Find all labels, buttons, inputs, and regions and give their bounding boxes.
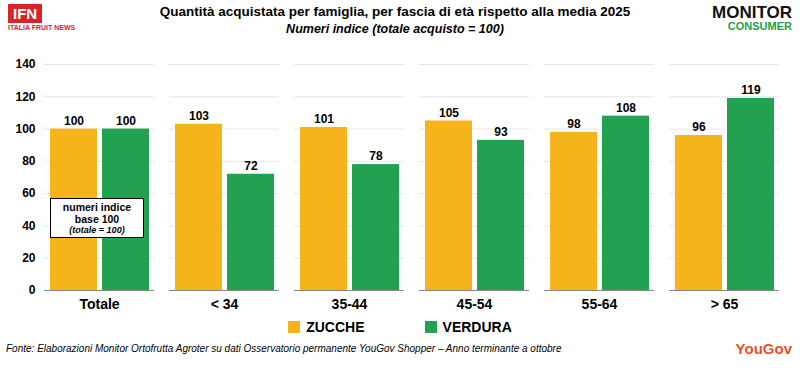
svg-text:100: 100 — [116, 114, 136, 128]
svg-text:Totale: Totale — [79, 296, 119, 312]
html-text:Fonte: Elaborazioni Monitor Or: Fonte: Elaborazioni Monitor Ortofrutta A… — [6, 343, 562, 354]
html-text:Quantità acquistata per famigl: Quantità acquistata per famiglia, per fa… — [159, 4, 631, 19]
svg-text:45-54: 45-54 — [457, 296, 493, 312]
html-text:ZUCCHE: ZUCCHE — [306, 319, 365, 335]
svg-text:72: 72 — [244, 159, 258, 173]
svg-text:105: 105 — [439, 106, 459, 120]
html-text:VERDURA: VERDURA — [442, 319, 512, 335]
html-text:numeri indice base 100: numeri indice base 100 — [62, 201, 132, 226]
svg-text:98: 98 — [567, 117, 581, 131]
svg-text:103: 103 — [189, 109, 209, 123]
svg-text:119: 119 — [741, 83, 761, 97]
svg-text:140: 140 — [15, 57, 35, 71]
html-text:CONSUMER: CONSUMER — [727, 20, 792, 32]
svg-text:101: 101 — [314, 112, 334, 126]
svg-text:100: 100 — [64, 114, 84, 128]
svg-text:60: 60 — [22, 186, 36, 200]
svg-text:96: 96 — [692, 120, 706, 134]
html-text:(totale = 100): (totale = 100) — [69, 225, 125, 236]
html-text:ITALIA FRUIT NEWS: ITALIA FRUIT NEWS — [8, 24, 76, 31]
html-text:Numeri indice (totale acquisto: Numeri indice (totale acquisto = 100) — [286, 22, 504, 36]
svg-text:55-64: 55-64 — [582, 296, 618, 312]
svg-text:> 65: > 65 — [711, 296, 739, 312]
svg-text:78: 78 — [369, 149, 383, 163]
svg-text:20: 20 — [22, 251, 36, 265]
html-text:MONITOR: MONITOR — [712, 3, 792, 22]
svg-text:< 34: < 34 — [211, 296, 239, 312]
html-text:IFN: IFN — [13, 5, 38, 22]
svg-text:120: 120 — [15, 90, 35, 104]
svg-text:35-44: 35-44 — [332, 296, 368, 312]
html-text:YouGov: YouGov — [735, 340, 792, 357]
svg-text:40: 40 — [22, 219, 36, 233]
svg-text:93: 93 — [494, 125, 508, 139]
svg-text:80: 80 — [22, 154, 36, 168]
svg-text:100: 100 — [15, 122, 35, 136]
svg-text:0: 0 — [29, 283, 36, 297]
svg-text:108: 108 — [616, 101, 636, 115]
